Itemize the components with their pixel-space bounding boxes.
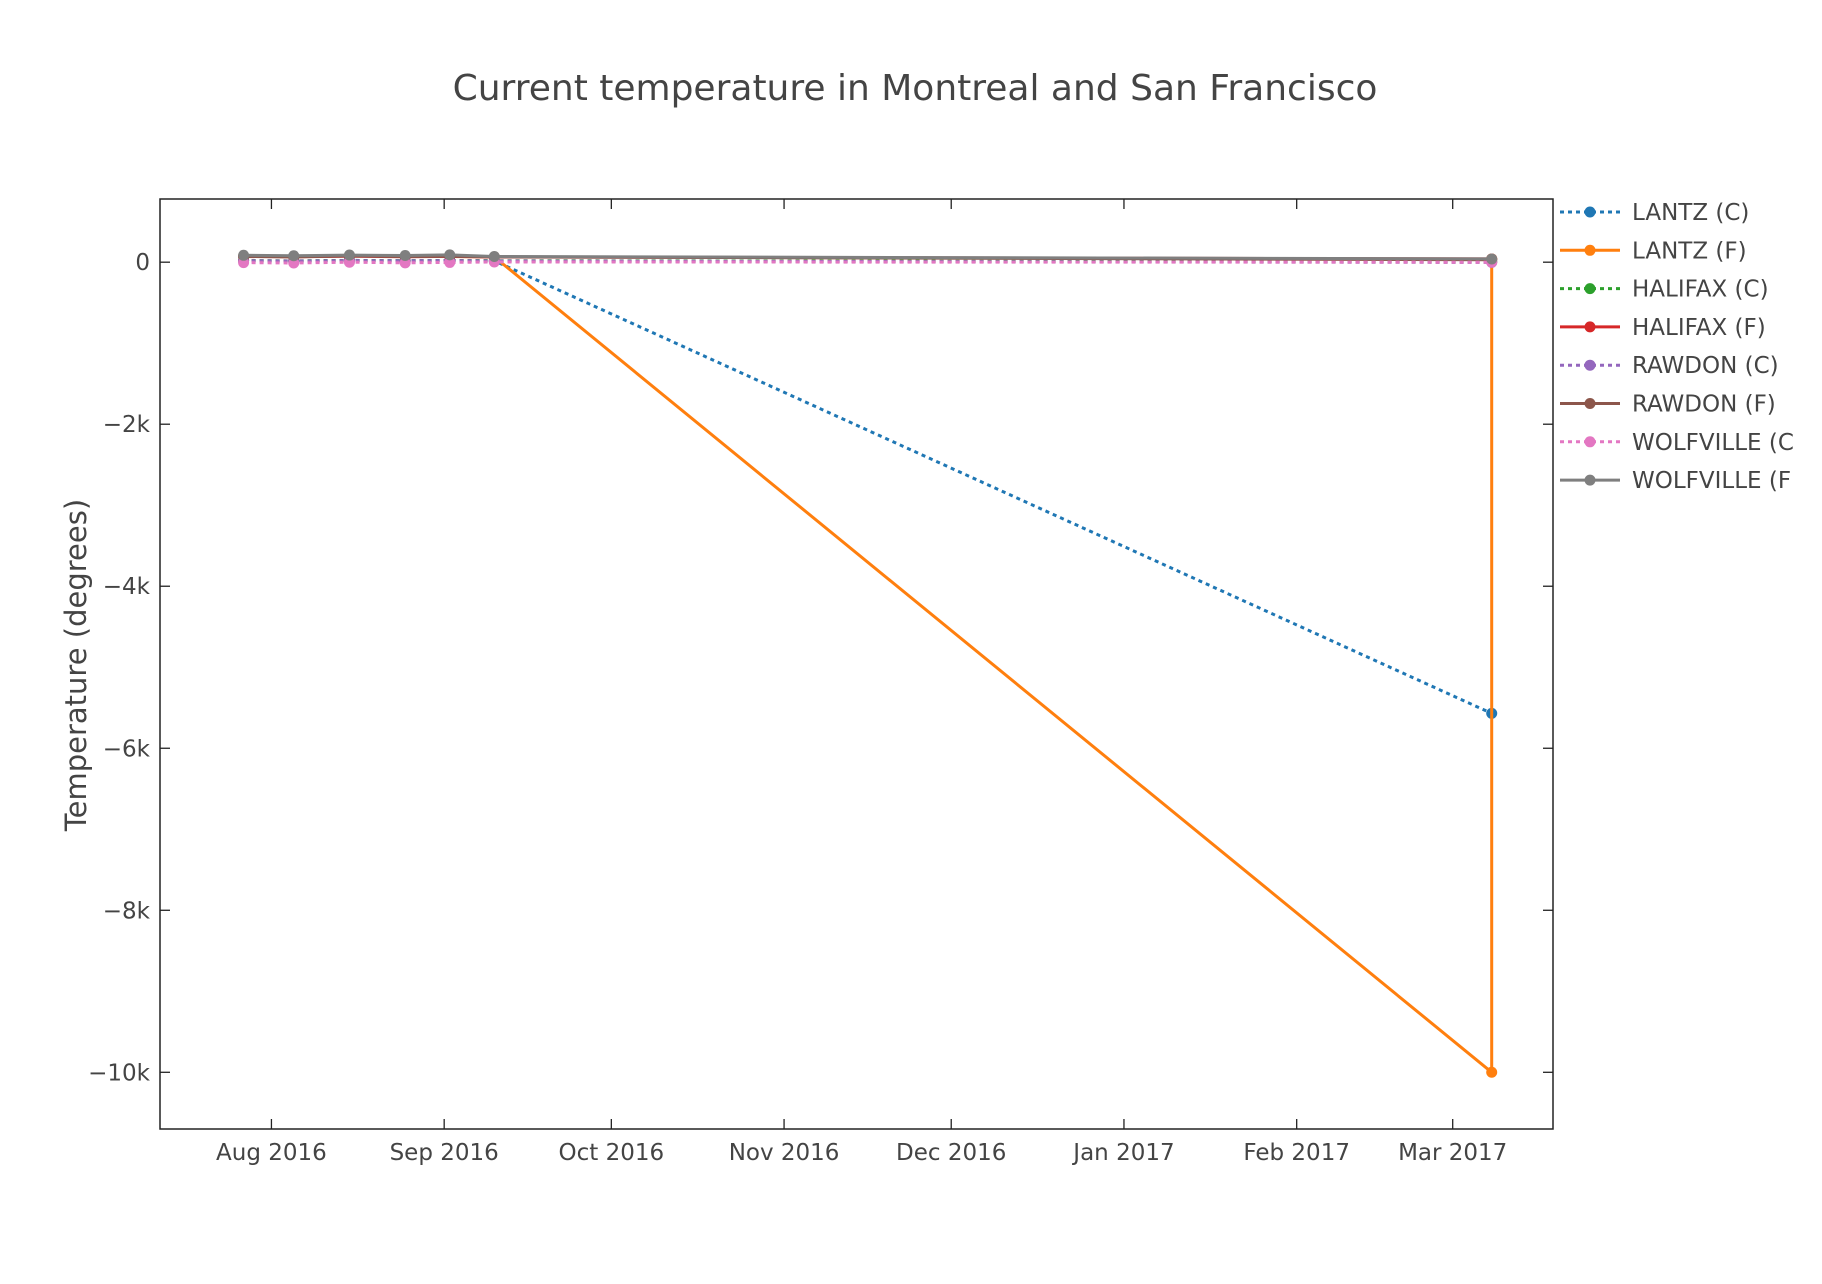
y-tick-label-3: −6k <box>103 736 151 762</box>
legend-label-2: HALIFAX (C) <box>1632 277 1769 303</box>
legend-item-2[interactable]: HALIFAX (C) <box>1560 277 1769 303</box>
y-tick-label-1: −2k <box>103 412 151 438</box>
legend-item-1[interactable]: LANTZ (F) <box>1560 238 1747 264</box>
chart-title: Current temperature in Montreal and San … <box>453 68 1378 109</box>
y-tick-label-4: −8k <box>103 898 151 924</box>
legend-label-0: LANTZ (C) <box>1632 200 1749 226</box>
x-tick-label-6: Feb 2017 <box>1243 1140 1350 1166</box>
x-tick-label-2: Oct 2016 <box>559 1140 665 1166</box>
y-axis-title: Temperature (degrees) <box>59 499 93 832</box>
legend-marker-4 <box>1584 359 1596 371</box>
legend-label-5: RAWDON (F) <box>1632 392 1776 418</box>
legend-item-5[interactable]: RAWDON (F) <box>1560 392 1776 418</box>
y-tick-label-5: −10k <box>88 1060 151 1086</box>
plot-area: Aug 2016 Sep 2016 Oct 2016 Nov 2016 Dec 2016… <box>88 198 1554 1166</box>
x-tick-label-4: Dec 2016 <box>896 1140 1006 1166</box>
series-7-point-1 <box>288 250 300 262</box>
series-7-point-4 <box>444 249 456 261</box>
legend-item-3[interactable]: HALIFAX (F) <box>1560 315 1766 341</box>
legend-marker-2 <box>1584 283 1596 295</box>
legend-marker-5 <box>1584 398 1596 409</box>
legend[interactable]: LANTZ (C) LANTZ (F) HALIFAX (C) HALIFAX (F)… <box>1560 200 1794 494</box>
legend-item-7[interactable]: WOLFVILLE (F <box>1560 468 1791 494</box>
y-tick-label-0: 0 <box>135 250 150 276</box>
legend-marker-6 <box>1584 436 1596 448</box>
legend-marker-7 <box>1584 474 1596 486</box>
series-7-point-0 <box>238 249 250 261</box>
series-6-point-4 <box>444 256 456 268</box>
legend-label-1: LANTZ (F) <box>1632 238 1747 264</box>
plot-frame <box>159 198 1554 1130</box>
legend-marker-0 <box>1584 206 1596 218</box>
legend-item-6[interactable]: WOLFVILLE (C <box>1560 430 1794 456</box>
series-7-point-2 <box>343 249 355 261</box>
x-tick-label-1: Sep 2016 <box>390 1140 499 1166</box>
series-1 <box>238 250 1498 1078</box>
legend-label-6: WOLFVILLE (C <box>1632 430 1794 456</box>
series-0 <box>238 254 1498 719</box>
x-tick-label-7: Mar 2017 <box>1398 1140 1507 1166</box>
y-tick-label-2: −4k <box>103 574 151 600</box>
series-line-1 <box>243 254 1494 1074</box>
series-1-point-6 <box>1486 1066 1498 1078</box>
legend-marker-3 <box>1584 321 1596 333</box>
x-tick-label-3: Nov 2016 <box>729 1140 840 1166</box>
series-7 <box>238 249 1498 265</box>
legend-label-7: WOLFVILLE (F <box>1632 468 1791 494</box>
legend-label-4: RAWDON (C) <box>1632 353 1779 379</box>
series-7-point-3 <box>399 250 411 262</box>
legend-item-0[interactable]: LANTZ (C) <box>1560 200 1749 226</box>
x-tick-label-0: Aug 2016 <box>216 1140 327 1166</box>
legend-label-3: HALIFAX (F) <box>1632 315 1766 341</box>
series-7-point-5 <box>488 251 500 263</box>
series-line-6 <box>243 260 1492 265</box>
x-tick-label-5: Jan 2017 <box>1071 1140 1174 1166</box>
legend-item-4[interactable]: RAWDON (C) <box>1560 353 1779 379</box>
series-7-point-6 <box>1486 253 1498 265</box>
series-line-0 <box>243 258 1493 715</box>
legend-marker-1 <box>1584 244 1596 256</box>
